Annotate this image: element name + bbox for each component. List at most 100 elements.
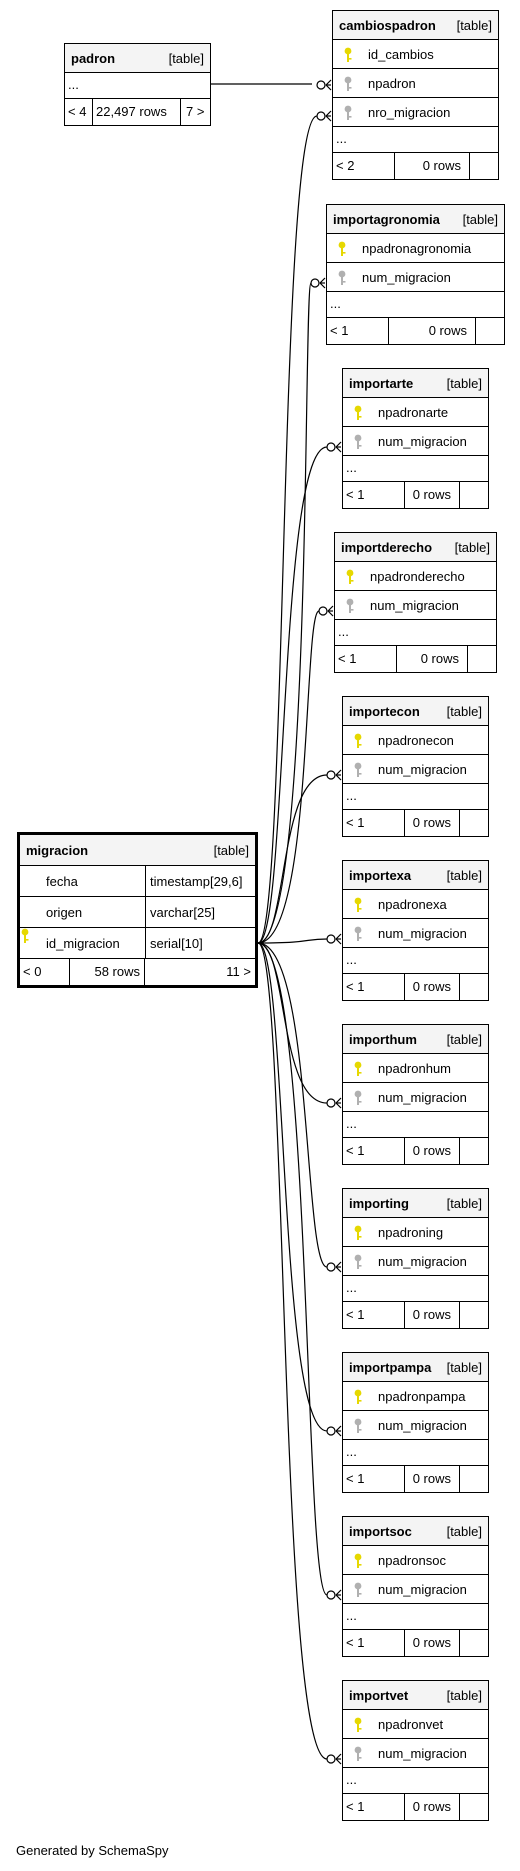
table-name[interactable]: importvet <box>349 1688 409 1703</box>
foreign-key-icon <box>353 1090 363 1106</box>
column-name: num_migracion <box>378 1090 467 1105</box>
table-header: importexa [table] <box>343 861 488 890</box>
table-importhum[interactable]: importhum [table] npadronhum num_migracion.… <box>342 1024 489 1165</box>
column-name: num_migracion <box>362 270 451 285</box>
parents-count[interactable]: < 4 <box>68 104 87 119</box>
table-name[interactable]: importarte <box>349 376 414 391</box>
relationship-migracion-importing-end-marker <box>326 1261 342 1273</box>
relationship-padron-cambiospadron-end-marker <box>316 79 332 91</box>
table-type: [table] <box>446 1688 482 1703</box>
parents-count[interactable]: < 1 <box>346 487 365 502</box>
more-columns: ... <box>343 1276 488 1302</box>
column-name: num_migracion <box>378 434 467 449</box>
table-header: importagronomia [table] <box>327 205 504 234</box>
parents-count[interactable]: < 1 <box>346 1307 365 1322</box>
table-importagronomia[interactable]: importagronomia [table] npadronagronomia nu… <box>326 204 505 345</box>
table-name[interactable]: cambiospadron <box>339 18 436 33</box>
table-name[interactable]: importing <box>349 1196 409 1211</box>
table-importecon[interactable]: importecon [table] npadronecon num_migracio… <box>342 696 489 837</box>
parents-count[interactable]: < 1 <box>330 323 349 338</box>
more-columns: ... <box>65 73 210 99</box>
column-row: npadronhum <box>343 1054 488 1083</box>
column-name: num_migracion <box>378 762 467 777</box>
column-row: npadroning <box>343 1218 488 1247</box>
table-name[interactable]: importderecho <box>341 540 433 555</box>
column-name: num_migracion <box>378 1254 467 1269</box>
parents-count[interactable]: < 1 <box>346 815 365 830</box>
row-count: 0 rows <box>412 1307 451 1322</box>
table-importarte[interactable]: importarte [table] npadronarte num_migracio… <box>342 368 489 509</box>
column-type: varchar[25] <box>150 905 216 920</box>
column-name: num_migracion <box>370 598 459 613</box>
table-importpampa[interactable]: importpampa [table] npadronpampa num_migrac… <box>342 1352 489 1493</box>
parents-count[interactable]: < 1 <box>346 1471 365 1486</box>
relationship-migracion-importsoc-end-marker <box>326 1589 342 1601</box>
parents-count[interactable]: < 1 <box>346 979 365 994</box>
table-importing[interactable]: importing [table] npadroning num_migracion.… <box>342 1188 489 1329</box>
table-name[interactable]: padron <box>71 51 116 66</box>
primary-key-icon <box>353 897 363 913</box>
parents-count[interactable]: < 0 <box>23 964 42 979</box>
table-name[interactable]: importhum <box>349 1032 417 1047</box>
column-row: nro_migracion <box>333 98 498 127</box>
primary-key-icon <box>353 1061 363 1077</box>
row-count: 0 rows <box>412 1635 451 1650</box>
table-header: importderecho [table] <box>335 533 496 562</box>
relationship-migracion-cambiospadron-end-marker <box>316 110 332 122</box>
column-type: timestamp[29,6] <box>150 874 243 889</box>
table-header: importecon [table] <box>343 697 488 726</box>
table-name[interactable]: migracion <box>26 843 89 858</box>
column-row: npadronsoc <box>343 1546 488 1575</box>
more-columns: ... <box>327 292 504 318</box>
table-importvet[interactable]: importvet [table] npadronvet num_migracion.… <box>342 1680 489 1821</box>
column-row: npadronagronomia <box>327 234 504 263</box>
table-importsoc[interactable]: importsoc [table] npadronsoc num_migracion.… <box>342 1516 489 1657</box>
column-row: num_migracion <box>343 1575 488 1604</box>
column-row: id_cambios <box>333 40 498 69</box>
table-header: importing [table] <box>343 1189 488 1218</box>
table-footer: < 1 0 rows <box>343 810 488 836</box>
primary-key-icon <box>353 1717 363 1733</box>
children-count[interactable]: 11 > <box>226 964 251 979</box>
table-name[interactable]: importexa <box>349 868 412 883</box>
table-header: importarte [table] <box>343 369 488 398</box>
parents-count[interactable]: < 1 <box>346 1143 365 1158</box>
relationship-migracion-importarte <box>257 446 328 944</box>
foreign-key-icon <box>337 270 347 286</box>
children-count[interactable]: 7 > <box>186 104 205 119</box>
table-importderecho[interactable]: importderecho [table] npadronderecho num_mi… <box>334 532 497 673</box>
relationship-migracion-importexa-end-marker <box>326 933 342 945</box>
table-header: migracion [table] <box>20 835 255 866</box>
table-padron[interactable]: padron [table] ... < 4 22,497 rows 7 > <box>64 43 211 126</box>
relationship-migracion-importagronomia <box>257 282 312 944</box>
column-name: origen <box>46 905 83 920</box>
column-name: num_migracion <box>378 1582 467 1597</box>
column-name: npadroning <box>378 1225 444 1240</box>
column-name: npadronarte <box>378 405 449 420</box>
parents-count[interactable]: < 1 <box>346 1635 365 1650</box>
parents-count[interactable]: < 1 <box>346 1799 365 1814</box>
table-name[interactable]: importagronomia <box>333 212 440 227</box>
table-importexa[interactable]: importexa [table] npadronexa num_migracion.… <box>342 860 489 1001</box>
parents-count[interactable]: < 2 <box>336 158 355 173</box>
table-header: cambiospadron [table] <box>333 11 498 40</box>
primary-key-icon <box>337 241 347 257</box>
more-columns: ... <box>343 1112 488 1138</box>
more-columns: ... <box>343 1604 488 1630</box>
table-migracion[interactable]: migracion [table] fecha timestamp[29,6] … <box>17 832 258 988</box>
table-name[interactable]: importsoc <box>349 1524 412 1539</box>
table-footer: < 1 0 rows <box>343 1302 488 1328</box>
column-name: fecha <box>46 874 78 889</box>
column-name: num_migracion <box>378 1746 467 1761</box>
table-footer: < 1 0 rows <box>343 1138 488 1164</box>
table-name[interactable]: importecon <box>349 704 420 719</box>
foreign-key-icon <box>353 762 363 778</box>
column-name: id_cambios <box>368 47 434 62</box>
table-name[interactable]: importpampa <box>349 1360 432 1375</box>
table-footer: < 1 0 rows <box>343 974 488 1000</box>
column-name: npadron <box>368 76 416 91</box>
row-count: 22,497 rows <box>96 104 167 119</box>
parents-count[interactable]: < 1 <box>338 651 357 666</box>
